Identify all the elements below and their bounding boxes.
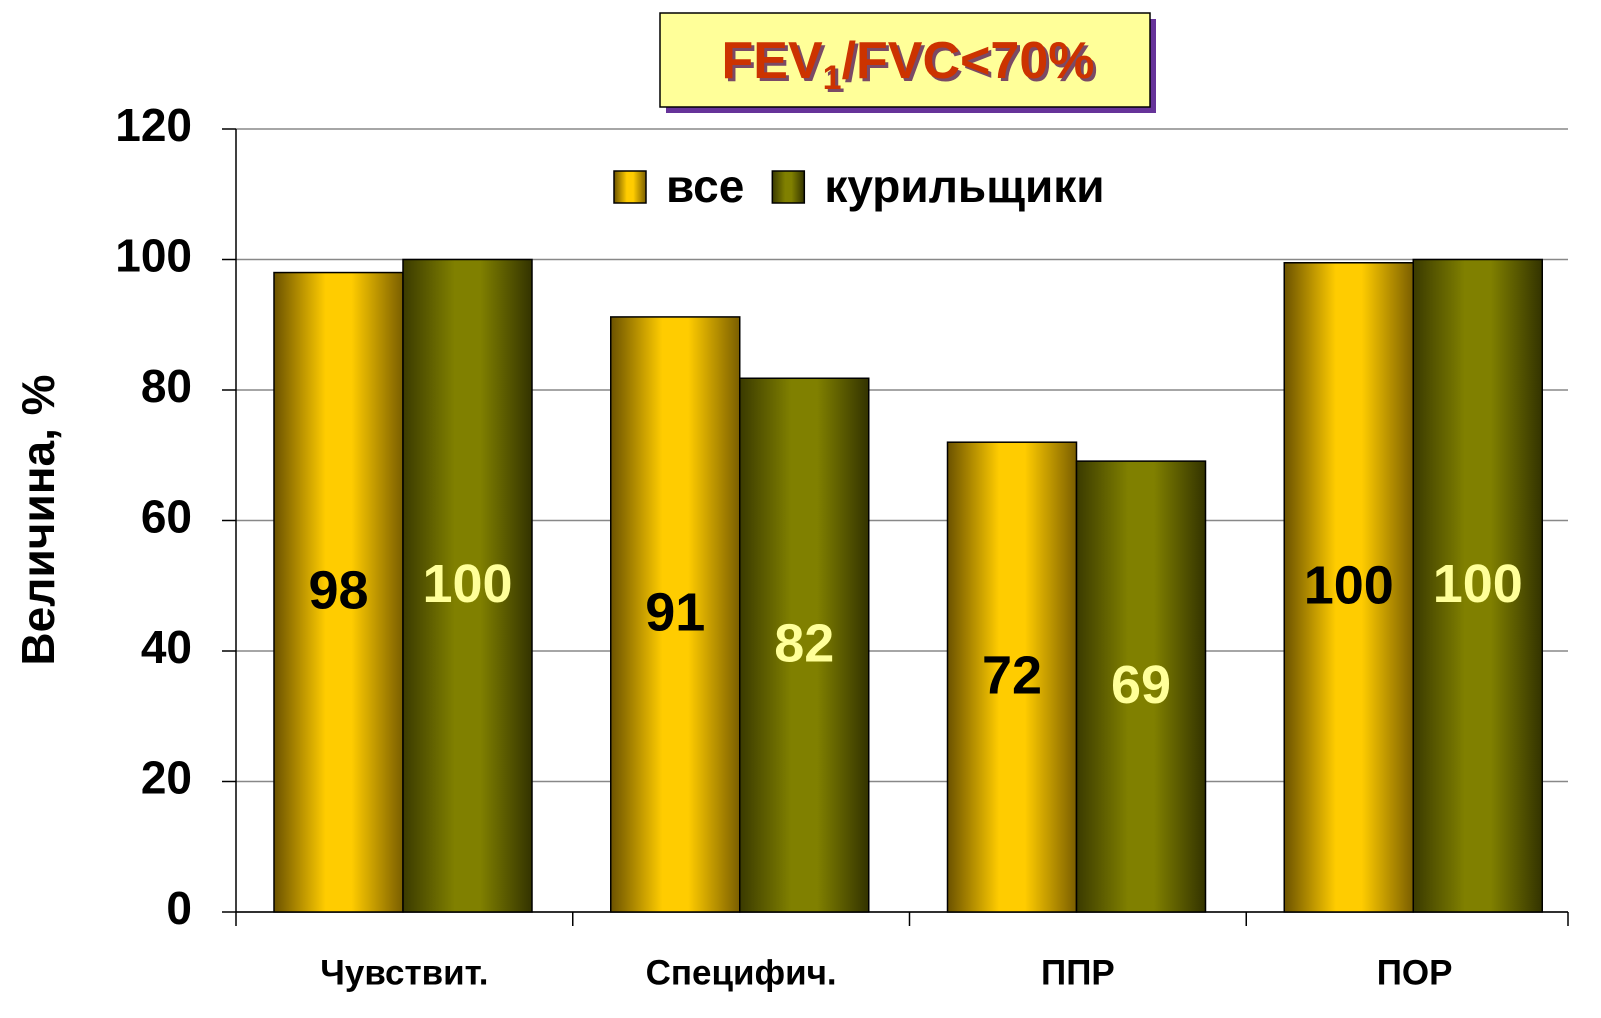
y-tick-label: 60 xyxy=(141,491,192,543)
value-label: 100 xyxy=(422,554,512,614)
value-label: 69 xyxy=(1111,655,1171,715)
legend-swatch xyxy=(613,170,647,204)
title-sub: 1 xyxy=(826,62,845,100)
legend-label: курильщики xyxy=(824,160,1104,212)
x-tick-label: ПОР xyxy=(1377,953,1453,992)
bar xyxy=(946,441,1078,913)
y-tick-label: 120 xyxy=(115,99,192,151)
y-axis-label: Величина, % xyxy=(12,374,64,665)
bar xyxy=(1075,460,1207,913)
value-label: 98 xyxy=(308,561,368,621)
title-part: /FVC<70% xyxy=(845,35,1098,93)
value-label: 100 xyxy=(1304,556,1394,616)
y-tick-label: 0 xyxy=(166,882,192,934)
title-part: /FVC<70% xyxy=(842,32,1095,90)
bar xyxy=(1283,262,1414,913)
x-tick-label: ППР xyxy=(1041,953,1115,992)
y-tick-label: 20 xyxy=(141,752,192,804)
legend-swatch xyxy=(771,170,806,204)
value-label: 100 xyxy=(1433,554,1523,614)
bar xyxy=(402,258,533,913)
value-label: 91 xyxy=(645,583,705,643)
value-label: 82 xyxy=(774,613,834,673)
chart-title: FEV1/FVC<70% xyxy=(722,32,1095,97)
title-sub: 1 xyxy=(823,59,842,97)
y-tick-label: 80 xyxy=(141,360,192,412)
x-tick-label: Чувствит. xyxy=(320,953,488,992)
title-part: FEV xyxy=(725,35,826,93)
bar xyxy=(1412,258,1543,913)
value-label: 72 xyxy=(982,645,1042,705)
y-tick-label: 100 xyxy=(115,230,192,282)
bar xyxy=(610,316,741,913)
title-text-shadow: FEV1/FVC<70% xyxy=(725,35,1098,100)
legend-label: все xyxy=(666,160,744,212)
y-tick-label: 40 xyxy=(141,621,192,673)
x-tick-label: Специфич. xyxy=(646,953,837,992)
title-part: FEV xyxy=(722,32,823,90)
bar xyxy=(739,377,870,913)
bar xyxy=(273,271,404,913)
title-box xyxy=(659,12,1151,108)
